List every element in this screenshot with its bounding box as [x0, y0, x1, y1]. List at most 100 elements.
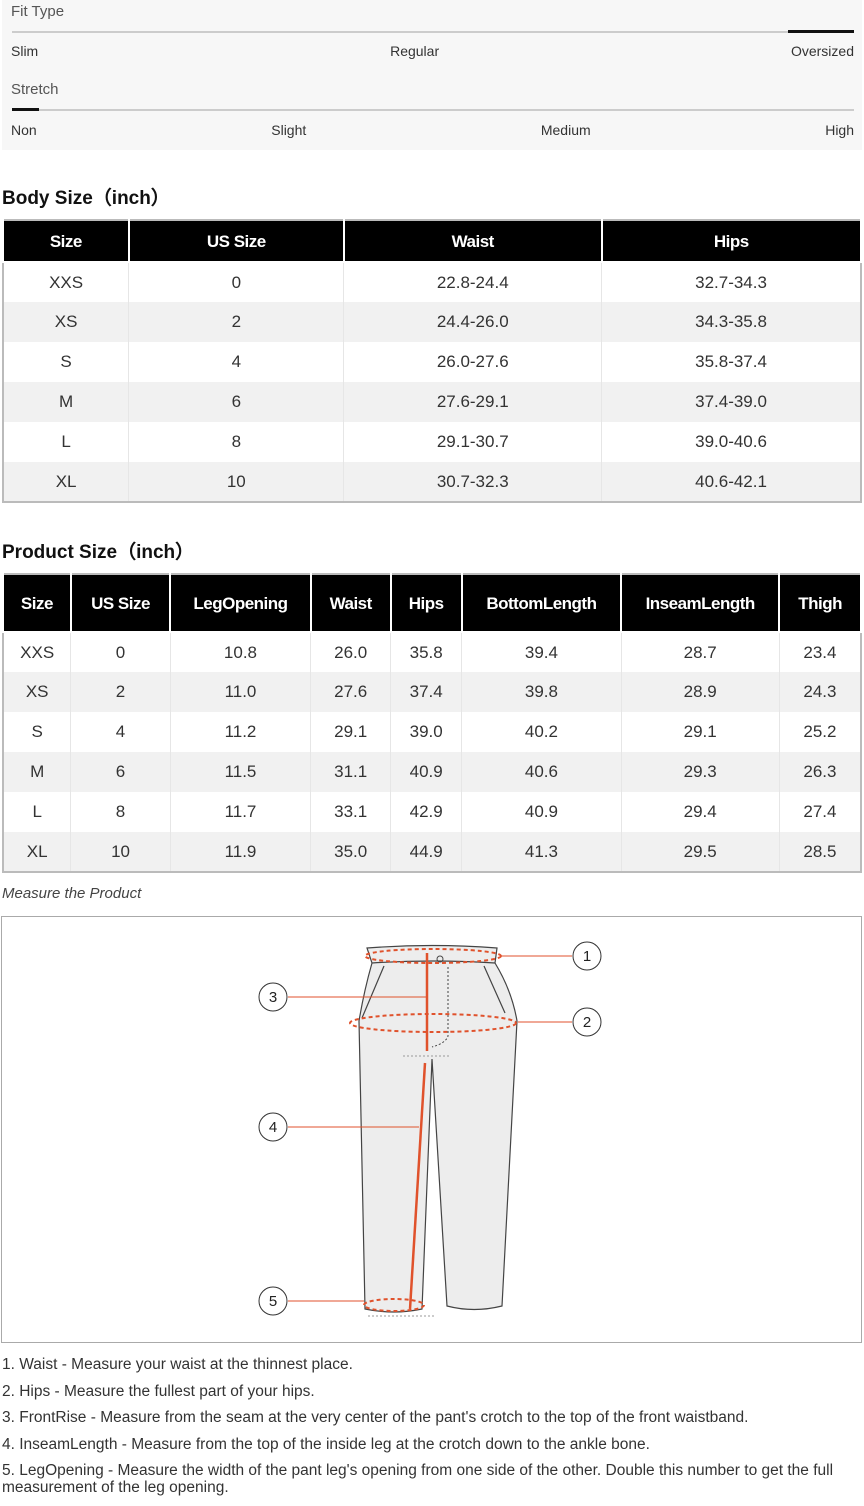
- fit-type-marker: [788, 30, 854, 33]
- stretch-option: Non: [11, 122, 37, 138]
- table-cell: 40.9: [390, 752, 463, 792]
- table-cell: 27.6-29.1: [343, 382, 603, 422]
- table-cell: 11.2: [170, 712, 312, 752]
- note-inseam: 4. InseamLength - Measure from the top o…: [2, 1435, 650, 1453]
- stretch-label: Stretch: [11, 81, 59, 98]
- pocket-right: [483, 965, 506, 1014]
- column-header: LegOpening: [169, 574, 312, 633]
- fit-panel: Fit Type Slim Regular Oversized Stretch …: [2, 0, 862, 150]
- fit-option: Slim: [11, 43, 39, 59]
- fit-option: Oversized: [790, 43, 854, 59]
- table-cell: M: [3, 752, 72, 792]
- stretch-scale: [12, 108, 854, 111]
- column-header: Hips: [389, 574, 463, 633]
- callout-1: 1: [572, 941, 602, 971]
- table-cell: 4: [128, 342, 345, 382]
- note-leg-opening: 5. LegOpening - Measure the width of the…: [2, 1462, 834, 1496]
- table-cell: XS: [3, 302, 130, 342]
- body-size-title: Body Size（inch）: [2, 188, 170, 209]
- measurement-diagram: 1 2 3 4 5: [1, 916, 862, 1343]
- table-cell: 35.8-37.4: [601, 342, 862, 382]
- table-row: XS 2 24.4-26.0 34.3-35.8: [3, 302, 862, 342]
- table-cell: 2: [128, 302, 345, 342]
- table-cell: 39.4: [461, 632, 622, 672]
- table-cell: M: [3, 382, 130, 422]
- table-cell: 23.4: [779, 632, 862, 672]
- table-cell: 4: [70, 712, 171, 752]
- table-cell: 32.7-34.3: [601, 262, 862, 302]
- table-cell: 31.1: [310, 752, 392, 792]
- fit-option: Regular: [390, 43, 440, 59]
- table-cell: 22.8-24.4: [343, 262, 603, 302]
- table-cell: 35.8: [390, 632, 463, 672]
- callout-4: 4: [258, 1112, 288, 1142]
- hips-measure: [349, 1013, 517, 1033]
- table-cell: 24.4-26.0: [343, 302, 603, 342]
- table-cell: 11.7: [170, 792, 312, 832]
- table-row: L 8 29.1-30.7 39.0-40.6: [3, 422, 862, 462]
- table-cell: 11.5: [170, 752, 312, 792]
- column-header: Thigh: [778, 574, 862, 633]
- table-cell: 40.6: [461, 752, 622, 792]
- table-cell: 30.7-32.3: [343, 462, 603, 502]
- leg-opening-measure: [363, 1298, 425, 1312]
- table-cell: 28.9: [621, 672, 780, 712]
- table-row: XL 10 30.7-32.3 40.6-42.1: [3, 462, 862, 502]
- table-cell: 25.2: [779, 712, 862, 752]
- note-hips: 2. Hips - Measure the fullest part of yo…: [2, 1382, 315, 1400]
- table-cell: 29.1: [621, 712, 780, 752]
- table-row: M 6 27.6-29.1 37.4-39.0: [3, 382, 862, 422]
- column-header: InseamLength: [620, 574, 781, 633]
- table-cell: 0: [128, 262, 345, 302]
- column-header: Hips: [600, 220, 863, 263]
- table-cell: L: [3, 422, 130, 462]
- table-cell: XXS: [3, 632, 72, 672]
- table-cell: 29.1-30.7: [343, 422, 603, 462]
- table-cell: 11.0: [170, 672, 312, 712]
- column-header: US Size: [69, 574, 172, 633]
- table-cell: 6: [70, 752, 171, 792]
- table-cell: 26.3: [779, 752, 862, 792]
- table-cell: 2: [70, 672, 171, 712]
- svg-text:5: 5: [269, 1293, 277, 1310]
- table-cell: 10: [70, 832, 171, 872]
- table-cell: 11.9: [170, 832, 312, 872]
- svg-text:2: 2: [583, 1014, 591, 1031]
- table-cell: 44.9: [390, 832, 463, 872]
- table-cell: 8: [128, 422, 345, 462]
- table-cell: 6: [128, 382, 345, 422]
- table-cell: 34.3-35.8: [601, 302, 862, 342]
- table-cell: 8: [70, 792, 171, 832]
- table-row: M 6 11.5 31.1 40.9 40.6 29.3 26.3: [3, 752, 862, 792]
- table-row: XXS 0 10.8 26.0 35.8 39.4 28.7 23.4: [3, 632, 862, 672]
- table-cell: 24.3: [779, 672, 862, 712]
- table-cell: 40.6-42.1: [601, 462, 862, 502]
- callout-3: 3: [258, 982, 288, 1012]
- table-cell: 40.9: [461, 792, 622, 832]
- stretch-option: Slight: [271, 122, 307, 138]
- stretch-options: Non Slight Medium High: [11, 122, 854, 138]
- waist-measure: [364, 948, 502, 964]
- fit-type-label: Fit Type: [11, 3, 65, 20]
- note-waist: 1. Waist - Measure your waist at the thi…: [2, 1356, 353, 1373]
- column-header: Size: [2, 574, 72, 633]
- callout-2: 2: [572, 1007, 602, 1037]
- table-row: S 4 11.2 29.1 39.0 40.2 29.1 25.2: [3, 712, 862, 752]
- table-cell: 37.4: [390, 672, 463, 712]
- svg-text:1: 1: [583, 948, 591, 965]
- pocket-left: [361, 965, 385, 1019]
- table-cell: 40.2: [461, 712, 622, 752]
- table-row: XS 2 11.0 27.6 37.4 39.8 28.9 24.3: [3, 672, 862, 712]
- table-cell: 42.9: [390, 792, 463, 832]
- table-cell: 28.7: [621, 632, 780, 672]
- table-cell: XS: [3, 672, 72, 712]
- column-header: US Size: [127, 220, 345, 263]
- table-cell: S: [3, 342, 130, 382]
- table-cell: XL: [3, 832, 72, 872]
- table-cell: 27.6: [310, 672, 392, 712]
- waistband-line: [371, 960, 496, 964]
- table-cell: 41.3: [461, 832, 622, 872]
- table-cell: 29.3: [621, 752, 780, 792]
- pants-outline: [358, 944, 518, 1313]
- table-cell: 39.0-40.6: [601, 422, 862, 462]
